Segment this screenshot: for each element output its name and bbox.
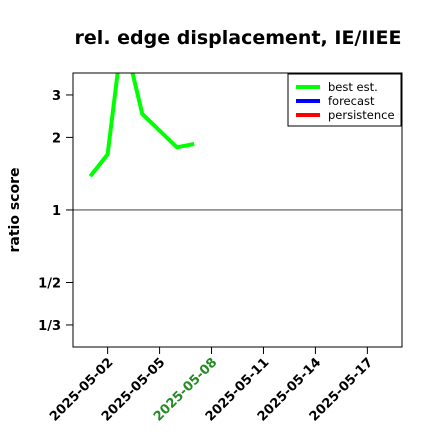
series-line-0 — [88, 73, 195, 178]
y-tick-label-3: 1/2 — [38, 277, 61, 292]
legend-label-0: best est. — [328, 80, 378, 94]
legend-label-1: forecast — [328, 94, 375, 108]
chart-title: rel. edge displacement, IE/IIEE — [75, 27, 402, 49]
y-tick-label-2: 1 — [52, 204, 61, 219]
legend-label-2: persistence — [328, 108, 395, 122]
y-tick-label-0: 3 — [52, 89, 61, 104]
y-axis-label: ratio score — [7, 168, 23, 253]
series-layer — [88, 73, 195, 178]
y-tick-label-4: 1/3 — [38, 319, 61, 334]
y-tick-label-1: 2 — [52, 131, 61, 146]
